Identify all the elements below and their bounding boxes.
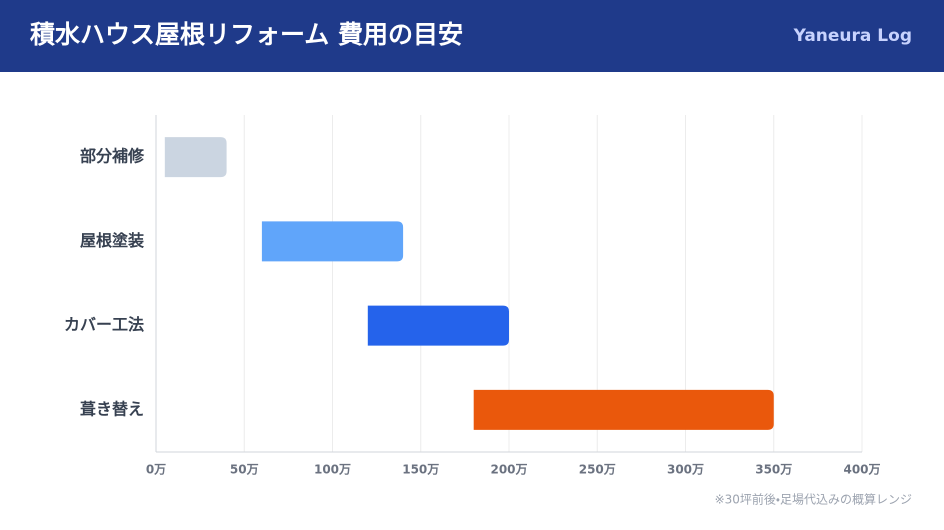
header-bar (0, 0, 944, 72)
y-tick-label: 屋根塗装 (80, 231, 145, 250)
bar (367, 305, 509, 346)
bar (473, 389, 774, 430)
x-tick-label: 200万 (490, 463, 527, 477)
bar (164, 137, 227, 178)
x-tick-label: 300万 (667, 463, 704, 477)
chart-title: 積水ハウス屋根リフォーム 費用の目安 (30, 20, 463, 49)
y-tick-label: 葺き替え (80, 399, 144, 418)
brand: Yaneura Log (793, 26, 912, 46)
x-tick-label: 400万 (843, 463, 880, 477)
x-tick-label: 100万 (314, 463, 351, 477)
x-tick-label: 50万 (230, 463, 259, 477)
y-tick-label: 部分補修 (80, 147, 145, 166)
bar (261, 221, 404, 262)
footnote: ※30坪前後・足場代込みの概算レンジ (715, 492, 912, 507)
y-tick-label: カバー工法 (64, 315, 144, 334)
x-tick-label: 350万 (755, 463, 792, 477)
x-tick-label: 150万 (402, 463, 439, 477)
x-tick-label: 0万 (146, 463, 166, 477)
x-tick-label: 250万 (579, 463, 616, 477)
